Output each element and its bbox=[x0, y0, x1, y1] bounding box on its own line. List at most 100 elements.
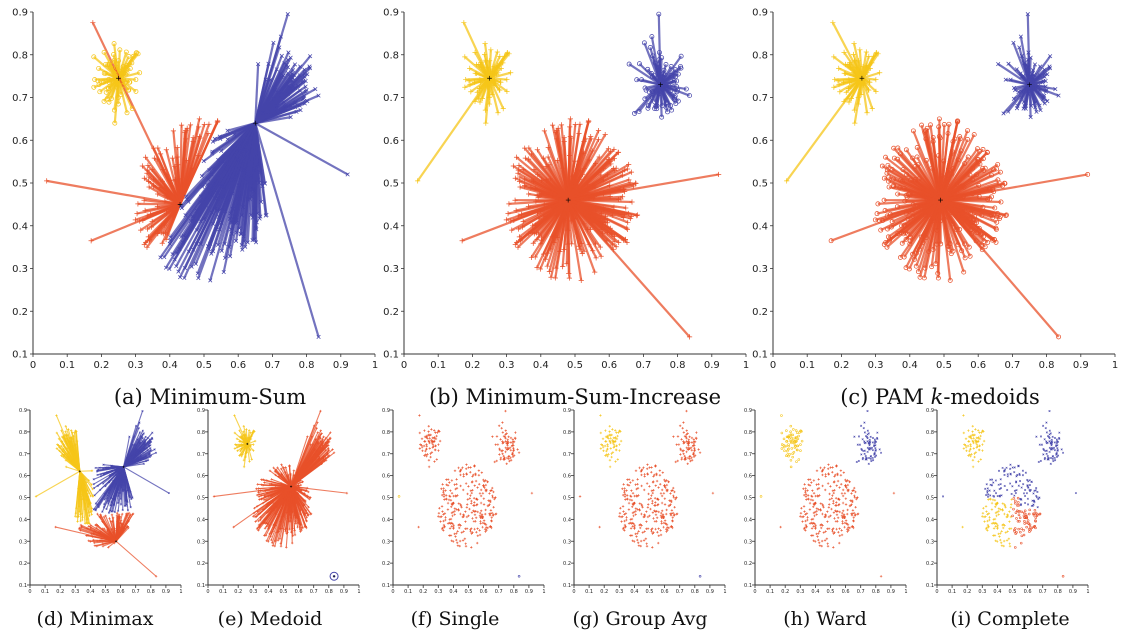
data-point bbox=[482, 69, 488, 76]
data-point bbox=[222, 209, 228, 214]
data-point bbox=[230, 220, 235, 225]
data-point bbox=[466, 492, 469, 496]
data-point bbox=[170, 155, 176, 161]
data-point bbox=[534, 236, 540, 242]
data-point bbox=[163, 236, 169, 242]
data-point bbox=[278, 71, 283, 76]
data-point bbox=[504, 450, 507, 454]
data-point bbox=[174, 264, 179, 269]
data-point bbox=[142, 207, 148, 214]
data-point bbox=[433, 460, 436, 463]
star-edge bbox=[91, 22, 182, 205]
data-point bbox=[461, 488, 465, 492]
data-point bbox=[479, 488, 483, 492]
star-edge bbox=[567, 150, 612, 201]
data-point bbox=[471, 517, 474, 520]
data-point bbox=[464, 520, 467, 523]
data-point bbox=[668, 103, 674, 108]
data-point bbox=[423, 429, 426, 432]
data-point bbox=[575, 182, 581, 188]
data-point bbox=[831, 84, 837, 90]
data-point bbox=[137, 70, 143, 76]
data-point bbox=[495, 110, 501, 116]
data-point bbox=[441, 483, 444, 486]
data-point bbox=[520, 218, 526, 225]
data-point bbox=[498, 65, 504, 72]
data-point bbox=[54, 525, 57, 529]
data-point bbox=[129, 106, 135, 112]
star-edge bbox=[568, 197, 621, 202]
data-point bbox=[576, 243, 582, 249]
data-point bbox=[626, 61, 632, 67]
data-point bbox=[297, 103, 302, 108]
data-point bbox=[232, 214, 237, 219]
x-tick-label: 0.3 bbox=[868, 360, 884, 371]
data-point bbox=[591, 193, 598, 199]
data-point bbox=[83, 522, 87, 525]
data-point bbox=[184, 125, 190, 131]
star-edge bbox=[238, 122, 257, 152]
data-point bbox=[197, 135, 203, 141]
y-tick-label: 0.8 bbox=[382, 430, 390, 436]
data-point bbox=[178, 122, 185, 128]
data-point bbox=[158, 255, 163, 260]
data-point bbox=[537, 266, 543, 272]
data-point bbox=[288, 55, 293, 60]
data-point bbox=[538, 190, 544, 197]
data-point bbox=[288, 527, 291, 531]
data-point bbox=[445, 483, 448, 486]
data-point bbox=[517, 184, 523, 190]
data-point bbox=[132, 217, 138, 223]
data-point bbox=[228, 211, 233, 216]
x-tick-label: 0.1 bbox=[799, 360, 815, 371]
data-point bbox=[126, 53, 132, 59]
data-point bbox=[588, 136, 594, 142]
star-edge bbox=[117, 49, 121, 79]
star-edge bbox=[115, 540, 157, 577]
star-edge bbox=[220, 122, 256, 152]
data-point bbox=[583, 136, 589, 142]
data-point bbox=[191, 247, 196, 252]
star-edge bbox=[528, 199, 569, 208]
data-point bbox=[548, 274, 554, 280]
y-tick-label: 0.2 bbox=[383, 307, 399, 318]
data-point bbox=[482, 503, 486, 506]
star-edge bbox=[657, 14, 662, 85]
data-point bbox=[249, 173, 254, 178]
data-point bbox=[608, 161, 614, 167]
data-point bbox=[420, 437, 424, 441]
data-point bbox=[242, 465, 246, 469]
x-tick-label: 1 bbox=[372, 360, 378, 371]
star-edge bbox=[523, 147, 570, 201]
x-tick-label: 0 bbox=[391, 589, 394, 595]
data-point bbox=[517, 451, 521, 454]
data-point bbox=[528, 151, 535, 157]
data-point bbox=[206, 247, 211, 252]
data-point bbox=[140, 217, 146, 224]
data-point bbox=[490, 489, 493, 492]
data-point bbox=[293, 100, 298, 105]
data-point bbox=[469, 466, 472, 469]
data-point bbox=[106, 76, 112, 82]
data-point bbox=[284, 62, 289, 67]
data-point bbox=[198, 218, 203, 224]
y-tick-label: 0.7 bbox=[12, 93, 28, 104]
data-point bbox=[675, 98, 681, 104]
data-point bbox=[302, 67, 307, 72]
data-point bbox=[465, 503, 469, 506]
data-point bbox=[663, 85, 669, 91]
data-point bbox=[420, 445, 424, 449]
data-point bbox=[611, 156, 617, 162]
data-point bbox=[428, 437, 431, 440]
data-point bbox=[144, 167, 150, 173]
data-point bbox=[504, 77, 510, 83]
data-point bbox=[285, 546, 288, 549]
data-point bbox=[198, 194, 204, 199]
y-tick-label: 0.1 bbox=[383, 350, 399, 361]
data-point bbox=[477, 482, 481, 486]
data-point bbox=[168, 238, 173, 243]
data-point bbox=[276, 90, 281, 95]
star-edge bbox=[528, 192, 569, 202]
data-point bbox=[468, 89, 474, 95]
data-point bbox=[675, 87, 681, 93]
